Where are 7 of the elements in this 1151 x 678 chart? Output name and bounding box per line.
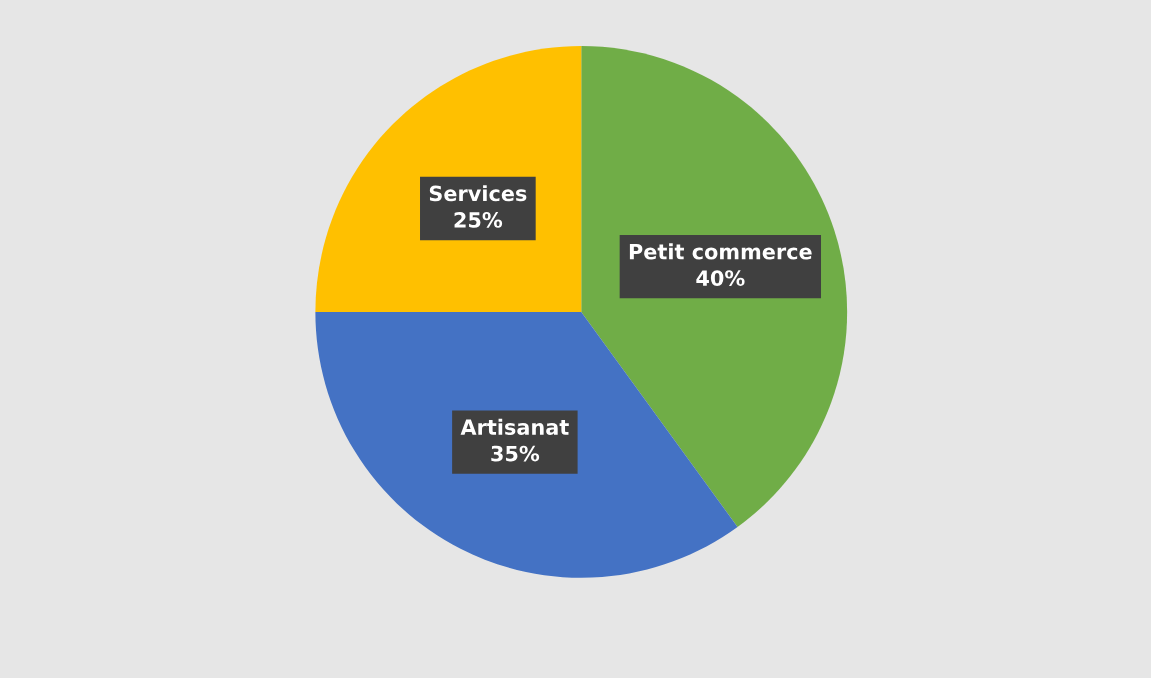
slice-label: Artisanat	[460, 418, 569, 435]
slice-label: Petit commerce	[629, 243, 812, 260]
data-label: 35%	[491, 445, 540, 462]
pie-slice	[315, 311, 738, 578]
data-label: 40%	[696, 270, 745, 286]
data-label: 25%	[454, 212, 503, 228]
slice-label: Services	[429, 185, 527, 202]
